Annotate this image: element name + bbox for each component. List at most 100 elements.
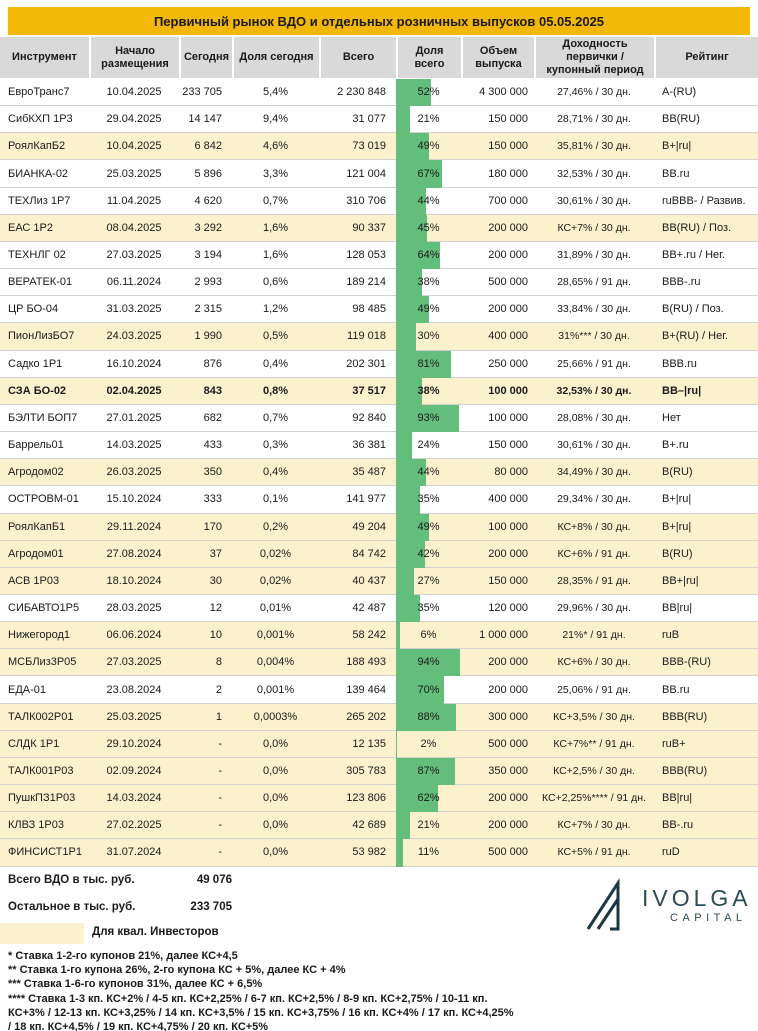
- table-row: СИБАВТО1Р5 28.03.2025 12 0,01% 42 487 35…: [0, 594, 758, 623]
- cell-volume: 100 000: [488, 520, 528, 533]
- cell-rating: BB.ru: [662, 683, 690, 696]
- cell-instrument: СЛДК 1Р1: [8, 737, 60, 750]
- cell-yield: 30,61% / 30 дн.: [557, 194, 631, 207]
- footnotes: * Ставка 1-2-го купонов 21%, далее КС+4,…: [8, 949, 750, 1031]
- share-total-databar: [396, 106, 410, 134]
- column-header-start-date: Начало размещения: [89, 37, 179, 78]
- cell-share-today: 0,001%: [256, 683, 295, 696]
- share-total-databar: [396, 241, 440, 270]
- cell-total: 12 135: [352, 737, 386, 750]
- cell-total: 40 437: [352, 574, 386, 587]
- cell-share-total: 93%: [396, 404, 461, 433]
- cell-share-today: 1,2%: [262, 303, 289, 316]
- cell-today: 843: [203, 384, 222, 397]
- cell-yield: 29,34% / 30 дн.: [557, 493, 631, 506]
- cell-today: 2 315: [194, 303, 222, 316]
- share-total-databar: [396, 404, 459, 433]
- cell-volume: 700 000: [488, 194, 528, 207]
- share-total-databar: [396, 350, 451, 378]
- cell-instrument: ПушкПЗ1Р03: [8, 792, 76, 805]
- share-total-value: 94%: [417, 656, 440, 669]
- cell-yield: 30,61% / 30 дн.: [557, 439, 631, 452]
- cell-total: 305 783: [346, 764, 386, 777]
- share-total-databar: [396, 812, 410, 840]
- logo-name: IVOLGA: [642, 884, 752, 911]
- report-title: Первичный рынок ВДО и отдельных розничны…: [8, 7, 750, 35]
- share-total-value: 11%: [417, 846, 440, 859]
- share-total-databar: [396, 757, 455, 786]
- cell-yield: 25,66% / 91 дн.: [557, 357, 631, 370]
- cell-instrument: ЕАС 1Р2: [8, 221, 54, 234]
- cell-instrument: Нижегород1: [8, 629, 70, 642]
- cell-today: -: [218, 792, 222, 805]
- cell-today: 5 896: [194, 167, 222, 180]
- cell-total: 84 742: [352, 547, 386, 560]
- cell-start-date: 27.02.2025: [106, 819, 162, 832]
- cell-start-date: 15.10.2024: [106, 493, 162, 506]
- column-header-share-today: Доля сегодня: [232, 37, 319, 78]
- cell-share-total: 52%: [396, 79, 461, 107]
- table-row: Нижегород1 06.06.2024 10 0,001% 58 242 6…: [0, 622, 758, 650]
- logo-text: IVOLGA CAPITAL: [642, 884, 752, 924]
- cell-start-date: 14.03.2025: [106, 439, 162, 452]
- cell-yield: КС+6% / 30 дн.: [557, 656, 631, 669]
- cell-total: 73 019: [352, 140, 386, 153]
- cell-today: -: [218, 819, 222, 832]
- cell-yield: 28,71% / 30 дн.: [557, 113, 631, 126]
- cell-rating: ruB: [662, 629, 680, 642]
- share-total-value: 35%: [417, 493, 440, 506]
- cell-start-date: 06.06.2024: [106, 629, 162, 642]
- cell-total: 35 487: [352, 466, 386, 479]
- column-header-rating: Рейтинг: [654, 37, 758, 78]
- table-row: Баррель01 14.03.2025 433 0,3% 36 381 24%…: [0, 432, 758, 460]
- cell-share-total: 81%: [396, 350, 461, 378]
- cell-share-today: 1,6%: [262, 249, 289, 262]
- table-row: Агродом02 26.03.2025 350 0,4% 35 487 44%…: [0, 459, 758, 487]
- cell-instrument: ТАЛК001Р03: [8, 764, 74, 777]
- share-total-databar: [396, 785, 438, 813]
- cell-share-today: 0,0003%: [253, 710, 298, 723]
- cell-yield: 33,84% / 30 дн.: [557, 303, 631, 316]
- cell-rating: BBB(RU): [662, 710, 708, 723]
- cell-start-date: 28.03.2025: [106, 602, 162, 615]
- table-row: ЕАС 1Р2 08.04.2025 3 292 1,6% 90 337 45%…: [0, 214, 758, 242]
- cell-total: 188 493: [346, 656, 386, 669]
- cell-instrument: СИБАВТО1Р5: [8, 602, 80, 615]
- cell-share-total: 21%: [396, 106, 461, 134]
- cell-yield: КС+2,25%**** / 91 дн.: [541, 792, 647, 805]
- table-row: СЛДК 1Р1 29.10.2024 - 0,0% 12 135 2% 500…: [0, 730, 758, 758]
- share-total-value: 88%: [417, 710, 440, 723]
- cell-share-total: 35%: [396, 594, 461, 623]
- cell-volume: 120 000: [488, 602, 528, 615]
- cell-share-total: 35%: [396, 486, 461, 514]
- cell-start-date: 27.03.2025: [106, 249, 162, 262]
- cell-instrument: РоялКапБ2: [8, 140, 66, 153]
- share-total-value: 45%: [417, 221, 440, 234]
- cell-total: 310 706: [346, 194, 386, 207]
- cell-start-date: 02.09.2024: [106, 764, 162, 777]
- cell-volume: 400 000: [488, 330, 528, 343]
- cell-instrument: КЛВЗ 1Р03: [8, 819, 64, 832]
- cell-share-total: 38%: [396, 377, 461, 405]
- share-total-databar: [396, 676, 444, 704]
- share-total-databar: [396, 214, 427, 242]
- cell-volume: 500 000: [488, 276, 528, 289]
- cell-share-today: 0,2%: [262, 520, 289, 533]
- cell-rating: ruBBB- / Развив.: [662, 194, 746, 207]
- cell-today: 350: [203, 466, 222, 479]
- cell-share-total: 44%: [396, 187, 461, 215]
- cell-yield: 34,49% / 30 дн.: [557, 466, 631, 479]
- cell-yield: КС+5% / 91 дн.: [557, 846, 631, 859]
- cell-rating: B+.ru: [662, 439, 689, 452]
- share-total-databar: [396, 296, 429, 324]
- cell-today: 3 292: [194, 221, 222, 234]
- cell-total: 265 202: [346, 710, 386, 723]
- table-header: Инструмент Начало размещения Сегодня Дол…: [0, 37, 758, 78]
- cell-total: 92 840: [352, 411, 386, 424]
- share-total-value: 49%: [417, 303, 440, 316]
- table-row: Садко 1Р1 16.10.2024 876 0,4% 202 301 81…: [0, 350, 758, 378]
- cell-share-today: 0,5%: [262, 330, 289, 343]
- cell-yield: 31%*** / 30 дн.: [558, 330, 630, 343]
- cell-share-today: 0,0%: [262, 792, 289, 805]
- cell-volume: 400 000: [488, 493, 528, 506]
